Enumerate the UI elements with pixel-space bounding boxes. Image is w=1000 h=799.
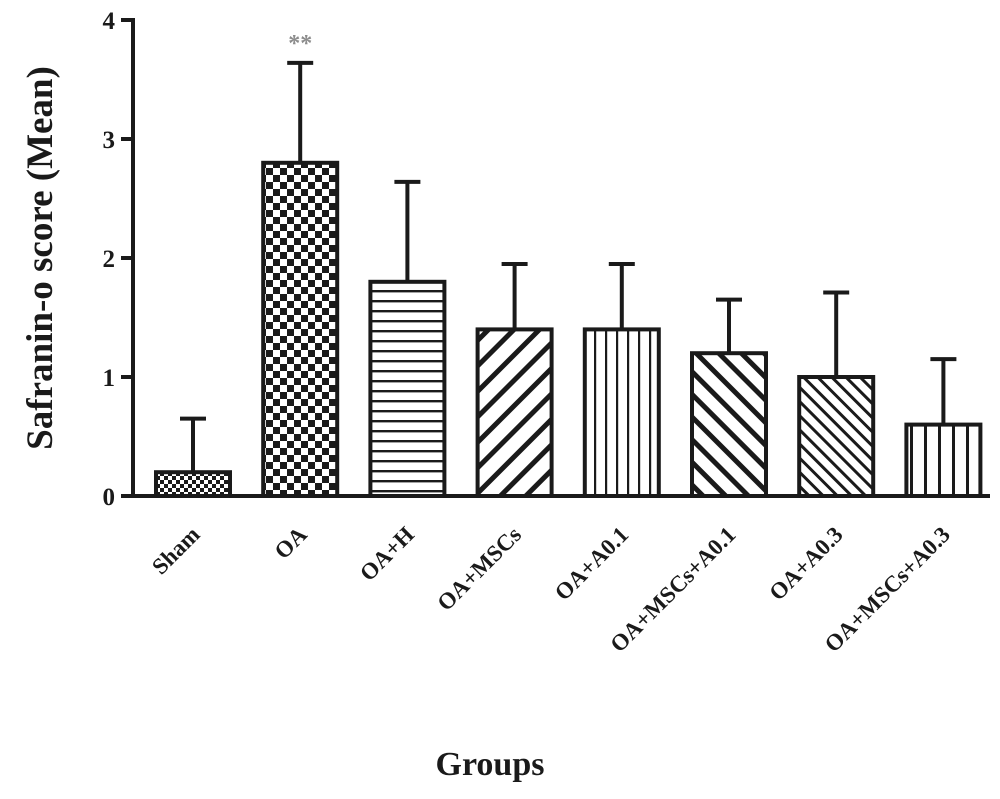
bar	[475, 327, 554, 498]
bars	[154, 160, 983, 499]
x-tick-label: Sham	[147, 522, 204, 579]
x-tick-label: OA+H	[355, 522, 419, 586]
bar	[797, 375, 876, 498]
y-axis-label: Safranin-o score (Mean)	[20, 66, 61, 450]
y-tick-label: 1	[103, 365, 116, 392]
error-bars	[180, 60, 957, 473]
x-axis-label: Groups	[436, 746, 545, 783]
significance-annotation: **	[288, 31, 312, 57]
x-tick-label: OA+MSCs	[432, 522, 526, 616]
bar	[154, 470, 232, 499]
x-tick-label: OA+A0.3	[764, 522, 847, 605]
x-ticks: Sham OA OA+H OA+MSCs OA+A0.1OA+MSCs+A0.1 OA+A…	[147, 522, 955, 657]
y-tick-label: 0	[103, 484, 116, 511]
x-tick-label: OA+A0.1	[550, 522, 633, 605]
y-ticks: 0 1 2 3 4	[103, 8, 133, 511]
annotations: **	[288, 31, 312, 57]
bar	[582, 327, 661, 498]
y-tick-label: 3	[103, 127, 116, 154]
y-tick-label: 2	[103, 246, 116, 273]
bar	[261, 160, 340, 499]
x-tick-label: OA	[270, 522, 312, 564]
bar	[368, 279, 447, 498]
bar	[690, 351, 768, 499]
bar	[904, 422, 983, 499]
y-tick-label: 4	[103, 8, 116, 35]
